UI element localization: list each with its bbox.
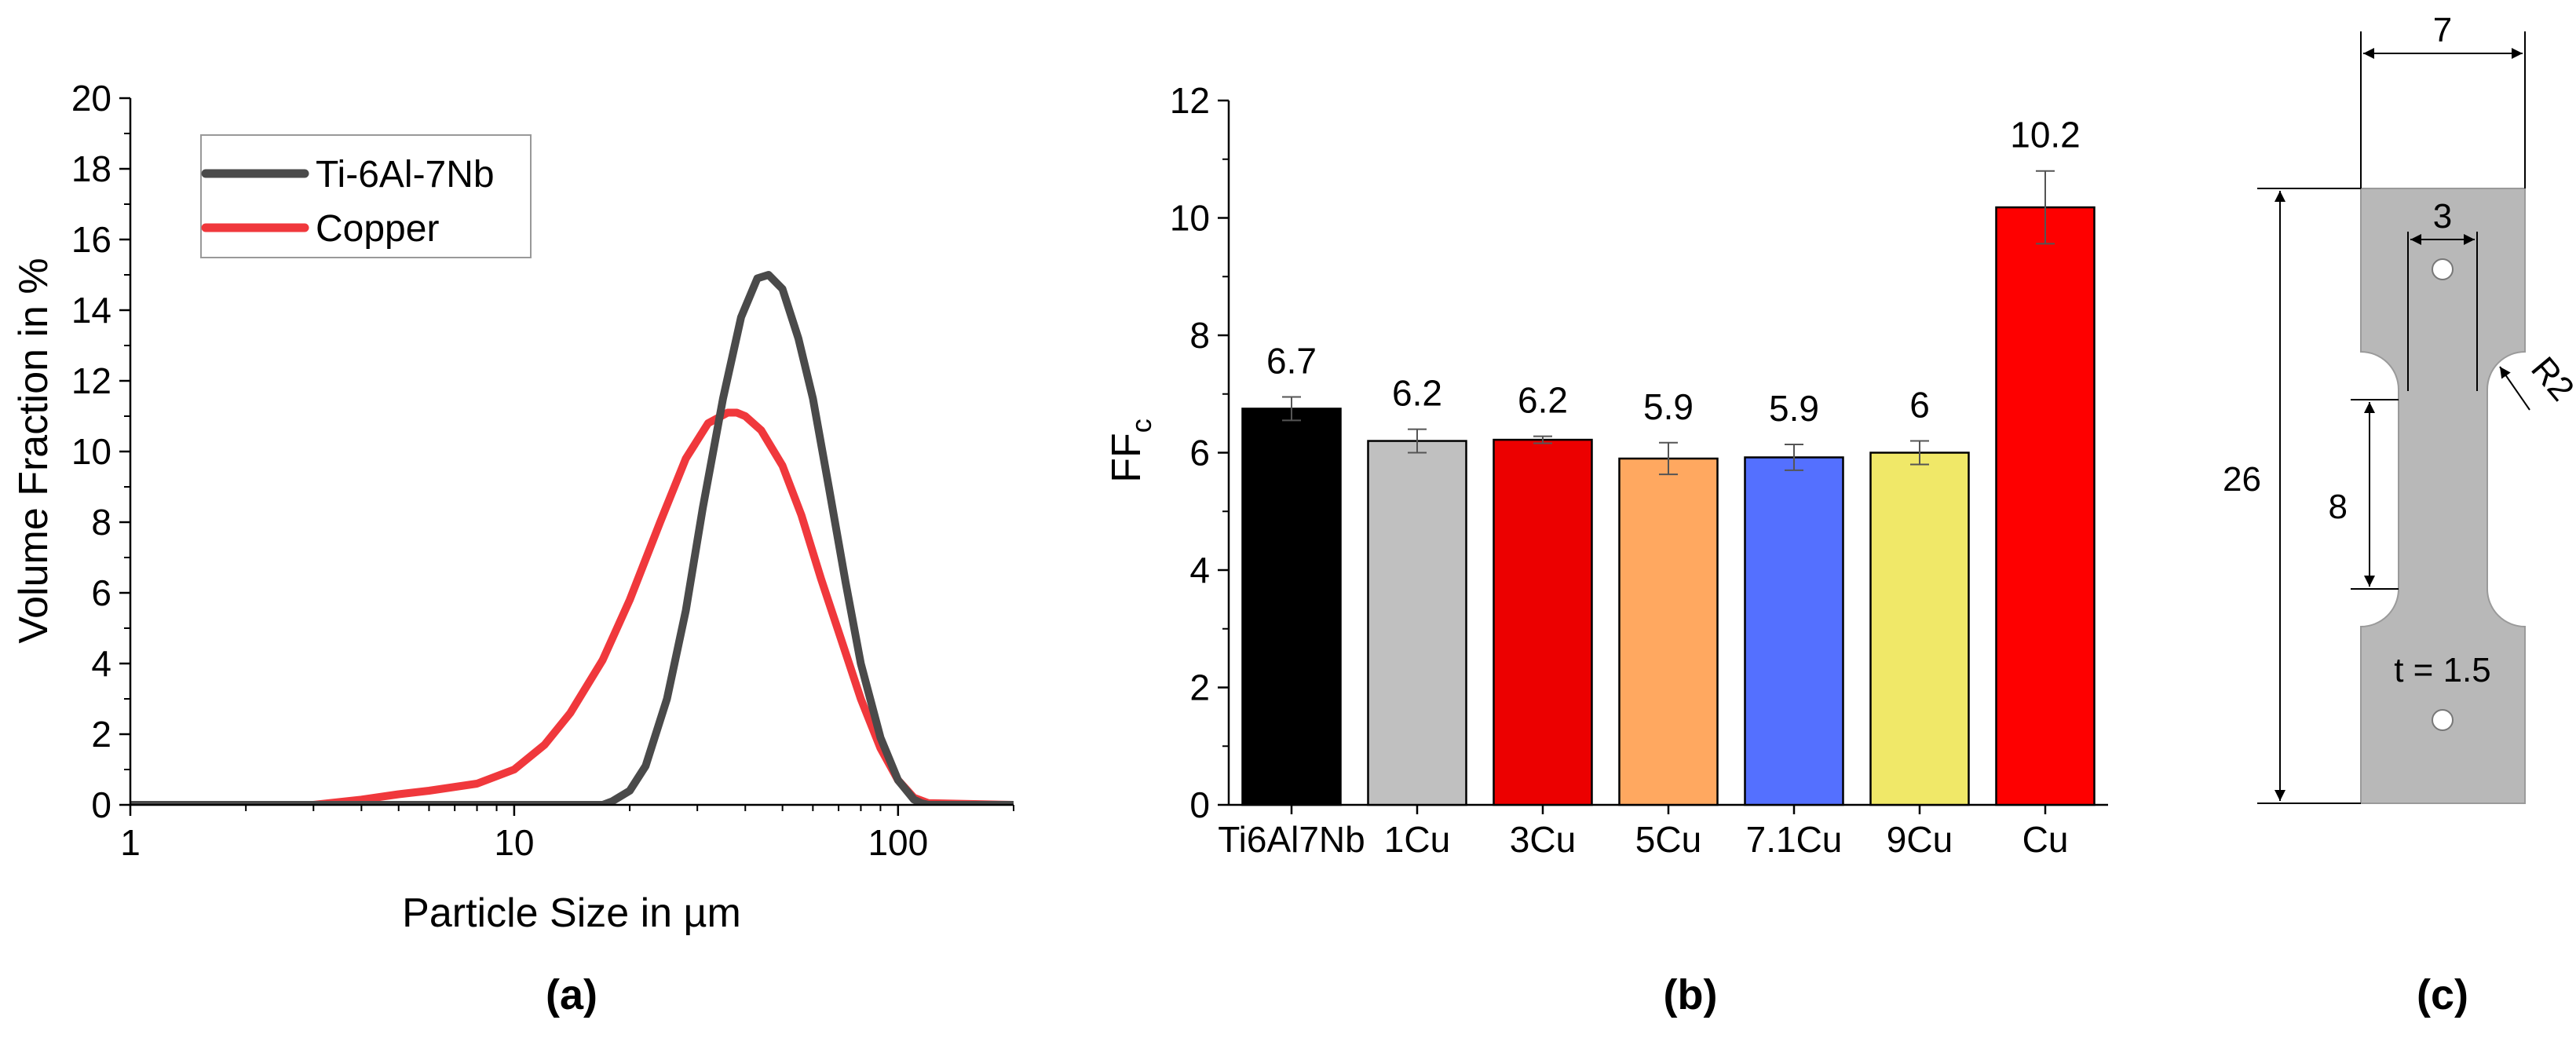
panel-label-b: (b)	[1664, 971, 1718, 1018]
data-label-5cu: 5.9	[1643, 386, 1694, 427]
dim-width-label: 7	[2433, 11, 2452, 49]
dim-radius-label: R2	[2523, 349, 2576, 408]
specimen-hole-top	[2432, 258, 2454, 280]
x-tick-label: 100	[868, 822, 928, 863]
y-axis-title-ffc: FFc	[1104, 419, 1157, 483]
x-tick-label-9cu: 9Cu	[1887, 819, 1953, 860]
bar-9cu	[1869, 452, 1970, 806]
y-tick-label: 12	[71, 360, 111, 401]
y-tick-label: 4	[1189, 550, 1210, 590]
y-axis-title: Volume Fraction in %	[11, 258, 57, 643]
panel-label-a: (a)	[546, 971, 597, 1018]
dim-gauge-label: 8	[2329, 488, 2348, 526]
x-tick-label-ti6al7nb: Ti6Al7Nb	[1218, 819, 1365, 860]
panel-b-bar-chart: 6.7 6.2 6.2 5.9 5.9 6 10.2 0 2 4 6 8 10 12 Ti6Al7Nb 1C…	[1104, 80, 2108, 1018]
thickness-label: t = 1.5	[2394, 651, 2491, 689]
x-tick-label-3cu: 3Cu	[1510, 819, 1576, 860]
data-label-7-1cu: 5.9	[1769, 388, 1819, 429]
x-tick-label-5cu: 5Cu	[1635, 819, 1701, 860]
panel-c-specimen-drawing: 7 3 R2 26 8 t = 1.5 (c)	[2223, 11, 2576, 1018]
y-tick-label: 2	[91, 714, 111, 755]
y-tick-label: 20	[71, 78, 111, 119]
y-tick-label: 12	[1170, 80, 1210, 121]
bar-ti6al7nb	[1241, 408, 1342, 806]
x-tick-label: 10	[494, 822, 534, 863]
panel-label-c: (c)	[2417, 971, 2468, 1018]
dim-radius-arrow	[2499, 366, 2530, 411]
specimen-hole-bottom	[2432, 709, 2454, 731]
series-line-ti-6al-7nb	[130, 271, 1014, 805]
bar-5cu	[1618, 457, 1719, 806]
specimen-shape	[2360, 188, 2526, 804]
data-label-3cu: 6.2	[1518, 380, 1568, 421]
y-tick-label: 0	[91, 784, 111, 825]
y-tick-label: 10	[1170, 198, 1210, 239]
bar-3cu	[1493, 438, 1593, 806]
legend: Ti-6Al-7Nb Copper	[200, 134, 532, 258]
legend-label-ti6al7nb: Ti-6Al-7Nb	[316, 154, 495, 196]
y-tick-label: 18	[71, 148, 111, 189]
x-tick-label-7-1cu: 7.1Cu	[1746, 819, 1843, 860]
y-tick-label: 6	[1189, 433, 1210, 473]
dim-hole-label: 3	[2433, 197, 2452, 236]
bar-1cu	[1367, 440, 1467, 806]
legend-box	[200, 134, 532, 258]
y-tick-label: 10	[71, 431, 111, 472]
x-axis-title: Particle Size in µm	[402, 890, 741, 936]
data-label-1cu: 6.2	[1392, 373, 1442, 414]
legend-label-copper: Copper	[316, 208, 439, 250]
data-label-ti6al7nb: 6.7	[1266, 340, 1317, 381]
x-tick-label-1cu: 1Cu	[1384, 819, 1450, 860]
y-tick-label: 8	[91, 502, 111, 543]
x-tick-label: 1	[120, 822, 141, 863]
data-label-9cu: 6	[1909, 385, 1930, 426]
x-tick-label-cu: Cu	[2022, 819, 2069, 860]
y-tick-label: 0	[1189, 784, 1210, 825]
bar-7-1cu	[1744, 456, 1844, 806]
y-tick-label: 2	[1189, 667, 1210, 708]
panel-a-line-chart: 0 2 4 6 8 10 12 14 16 18 20 1 10 100 Particle Size in…	[11, 78, 1014, 1018]
y-tick-label: 8	[1189, 315, 1210, 356]
y-tick-label: 14	[71, 290, 111, 331]
data-label-cu: 10.2	[2010, 115, 2081, 155]
dim-length-label: 26	[2223, 460, 2261, 499]
y-tick-label: 4	[91, 643, 111, 684]
y-tick-label: 6	[91, 572, 111, 613]
y-tick-label: 16	[71, 219, 111, 260]
bar-cu	[1995, 206, 2096, 806]
